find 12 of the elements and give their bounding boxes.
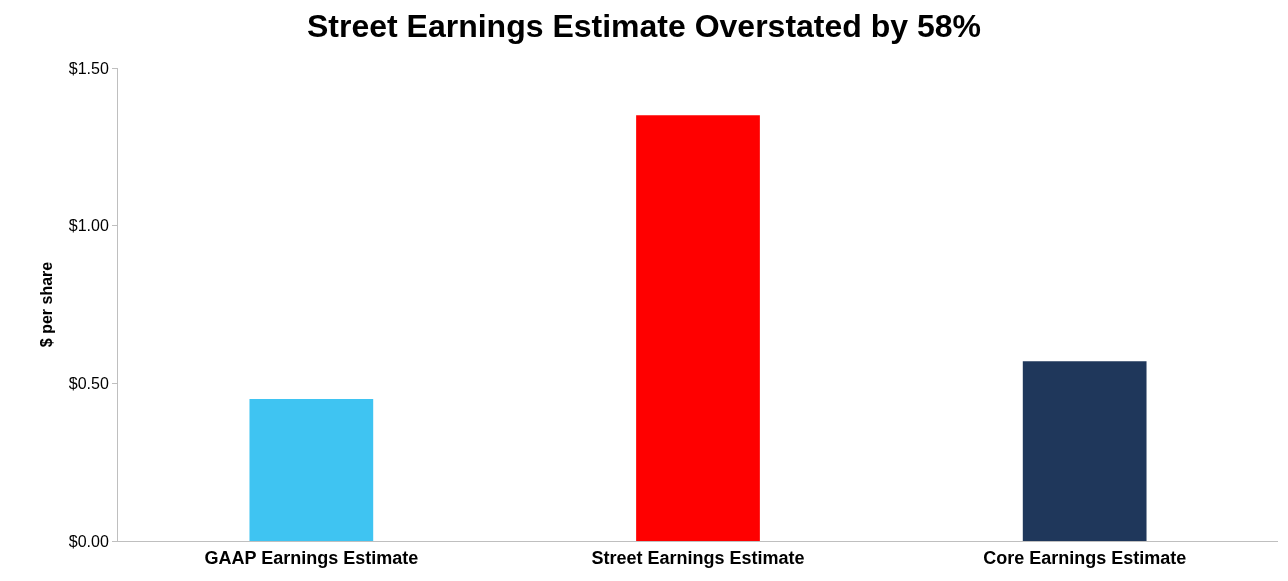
- bar: [1022, 361, 1147, 541]
- x-tick-label: Street Earnings Estimate: [591, 547, 805, 568]
- y-tick-label: $0.00: [68, 532, 109, 550]
- y-tick-label: $1.50: [68, 59, 109, 77]
- x-tick-label: Core Earnings Estimate: [983, 547, 1187, 568]
- y-axis-title: $ per share: [37, 261, 55, 348]
- bar: [636, 115, 760, 541]
- y-tick-label: $1.00: [68, 217, 109, 235]
- x-tick-label: GAAP Earnings Estimate: [204, 547, 419, 568]
- bar: [249, 399, 374, 541]
- chart-title: Street Earnings Estimate Overstated by 58%: [306, 7, 982, 44]
- y-tick-label: $0.50: [68, 374, 109, 392]
